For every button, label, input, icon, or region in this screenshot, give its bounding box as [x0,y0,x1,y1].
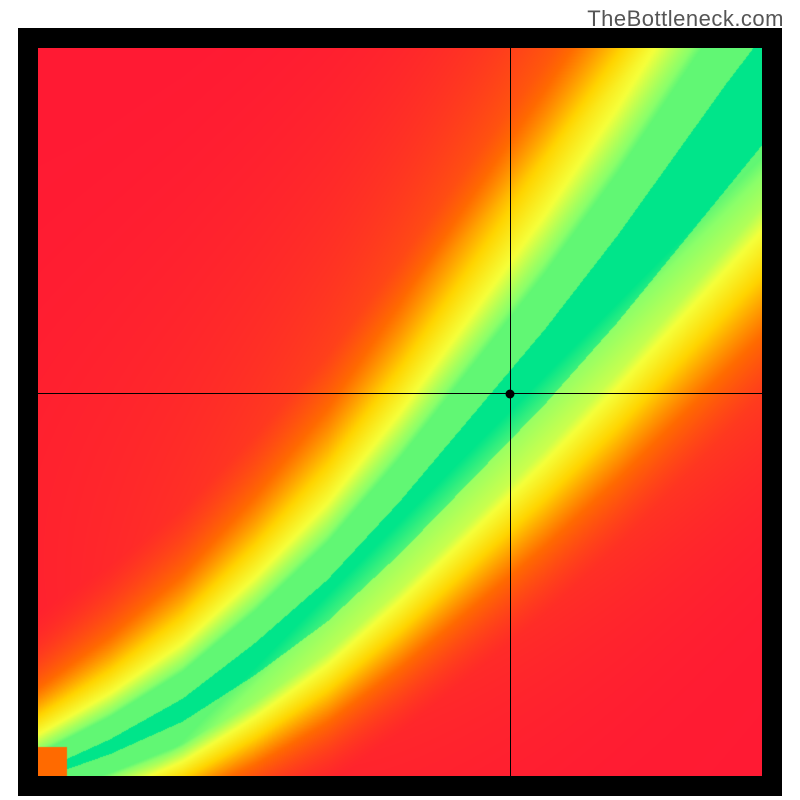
crosshair-dot [506,389,515,398]
crosshair-vertical [510,48,511,776]
heatmap-canvas [38,48,762,776]
plot-area [38,48,762,776]
crosshair-horizontal [38,393,762,394]
plot-frame [18,28,782,796]
watermark: TheBottleneck.com [587,6,784,32]
